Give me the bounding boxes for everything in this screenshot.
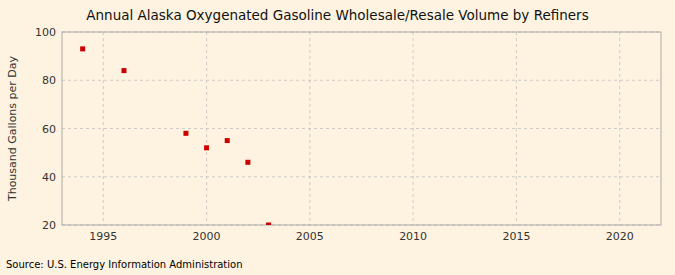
y-axis-label: Thousand Gallons per Day	[6, 55, 19, 202]
chart-svg: 19952000200520102015202020406080100Thous…	[0, 0, 675, 275]
source-note: Source: U.S. Energy Information Administ…	[6, 259, 243, 270]
x-tick-label: 2020	[606, 230, 634, 243]
background	[0, 0, 675, 275]
scatter-point	[183, 131, 188, 136]
x-tick-label: 1995	[89, 230, 117, 243]
x-tick-label: 2010	[399, 230, 427, 243]
y-grid-line	[62, 80, 661, 81]
y-tick-label: 40	[42, 171, 56, 184]
scatter-point	[121, 68, 126, 73]
grid	[62, 32, 661, 225]
y-tick-label: 100	[35, 26, 56, 39]
axes: 19952000200520102015202020406080100	[35, 26, 634, 243]
y-grid-line	[62, 128, 661, 129]
scatter-point	[204, 145, 209, 150]
x-tick-label: 2015	[502, 230, 530, 243]
scatter-point	[245, 160, 250, 165]
scatter-point	[80, 46, 85, 51]
x-grid-line	[516, 32, 517, 225]
x-tick-label: 2000	[193, 230, 221, 243]
y-tick-label: 60	[42, 123, 56, 136]
x-grid-line	[103, 32, 104, 225]
y-grid-line	[62, 176, 661, 177]
scatter-point	[266, 223, 271, 226]
y-tick-label: 20	[42, 219, 56, 232]
chart-container: 19952000200520102015202020406080100Thous…	[0, 0, 675, 275]
points	[80, 46, 271, 225]
y-tick-label: 80	[42, 74, 56, 87]
x-tick-label: 2005	[296, 230, 324, 243]
plot-frame	[62, 32, 661, 225]
chart-title: Annual Alaska Oxygenated Gasoline Wholes…	[86, 7, 588, 23]
scatter-point	[225, 138, 230, 143]
